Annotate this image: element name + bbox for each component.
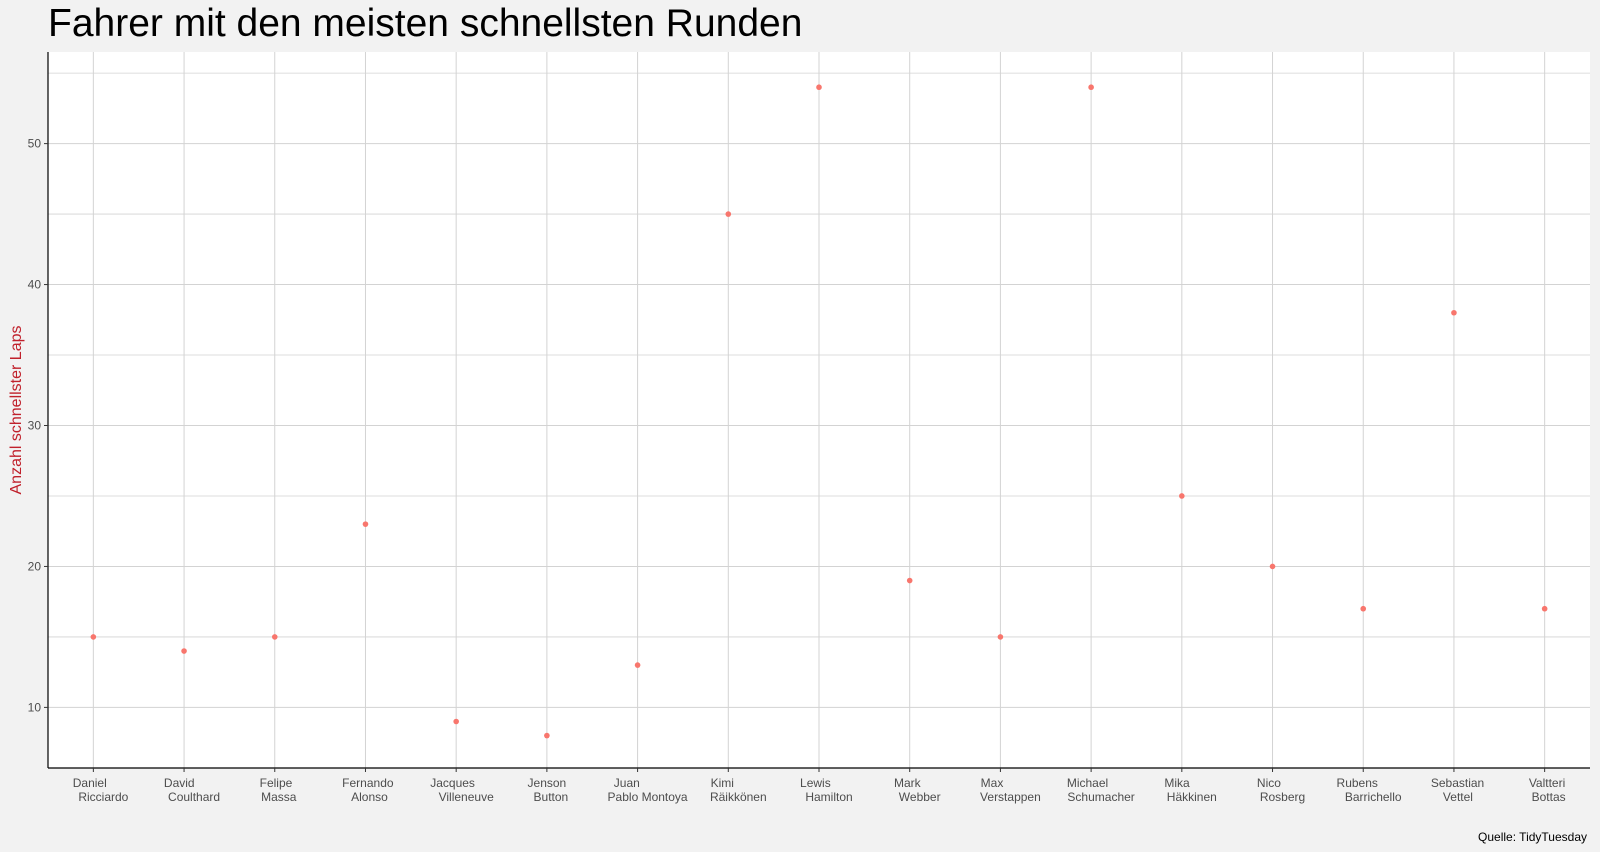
x-tick-label: Mark Webber xyxy=(894,776,941,804)
x-tick-label: Fernando Alonso xyxy=(342,776,394,804)
y-tick-label: 20 xyxy=(28,559,42,573)
x-tick-label: David Coulthard xyxy=(164,776,220,804)
x-tick-label: Nico Rosberg xyxy=(1257,776,1305,804)
x-tick-label: Kimi Räikkönen xyxy=(710,776,767,804)
data-point xyxy=(362,521,369,527)
x-tick-label: Max Verstappen xyxy=(980,776,1041,804)
x-tick-label: Michael Schumacher xyxy=(1067,776,1135,804)
data-point xyxy=(271,634,278,640)
x-tick-label: Mika Häkkinen xyxy=(1164,776,1216,804)
y-axis-title: Anzahl schnellster Laps xyxy=(8,326,25,495)
data-point xyxy=(1088,84,1094,91)
x-tick-label: Jenson Button xyxy=(528,776,569,804)
x-tick-label: Daniel Ricciardo xyxy=(73,776,129,804)
data-point xyxy=(453,718,459,725)
data-point xyxy=(906,577,913,584)
x-tick-label: Valtteri Bottas xyxy=(1529,776,1566,804)
y-tick-label: 40 xyxy=(28,278,42,292)
x-tick-label: Jacques Villeneuve xyxy=(430,776,494,804)
data-point xyxy=(544,732,550,739)
data-point xyxy=(90,634,97,640)
data-point xyxy=(1541,605,1548,612)
data-point xyxy=(1179,493,1185,499)
y-tick-label: 30 xyxy=(28,419,42,433)
data-point xyxy=(634,662,641,668)
x-tick-label: Felipe Massa xyxy=(260,776,297,804)
x-tick-label: Rubens Barrichello xyxy=(1337,776,1402,804)
data-point xyxy=(1451,309,1457,316)
data-point xyxy=(816,84,822,91)
chart-caption: Quelle: TidyTuesday xyxy=(1478,830,1587,844)
y-tick-label: 50 xyxy=(28,137,42,151)
x-tick-label: Sebastian Vettel xyxy=(1431,776,1484,804)
data-point xyxy=(181,648,187,654)
y-tick-label: 10 xyxy=(28,700,42,714)
data-point xyxy=(725,211,732,217)
x-tick-label: Lewis Hamilton xyxy=(800,776,853,804)
x-tick-label: Juan Pablo Montoya xyxy=(608,776,688,804)
chart-title: Fahrer mit den meisten schnellsten Runde… xyxy=(48,2,803,45)
data-point xyxy=(997,634,1004,640)
data-point xyxy=(1360,605,1367,612)
data-point xyxy=(1269,563,1276,570)
